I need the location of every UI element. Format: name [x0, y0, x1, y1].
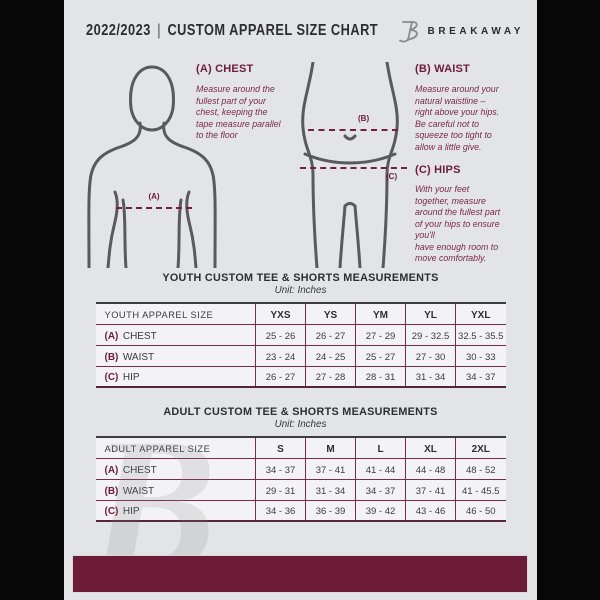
col-ys: YS — [323, 309, 338, 321]
table-cell: 37 - 41 — [415, 485, 446, 497]
table-cell: 46 - 50 — [465, 506, 496, 518]
table-cell: 32.5 - 35.5 — [458, 330, 504, 342]
col-m: M — [326, 443, 335, 455]
table-cell: 24 - 25 — [315, 351, 346, 363]
table-cell: 26 - 27 — [315, 330, 346, 342]
table-cell: 48 - 52 — [465, 464, 496, 476]
col-ym: YM — [373, 309, 388, 321]
waist-instructions: Measure around your natural waistline – … — [415, 84, 500, 152]
youth-section-title: YOUTH CUSTOM TEE & SHORTS MEASUREMENTS — [162, 272, 439, 284]
table-cell: 43 - 46 — [415, 506, 446, 518]
table-header-row: YOUTH APPAREL SIZE YXS YS YM YL YXL — [95, 303, 506, 325]
youth-size-table: YOUTH APPAREL SIZE YXS YS YM YL YXL (A) … — [95, 302, 506, 388]
chest-heading: (A) CHEST — [196, 63, 254, 75]
measurement-guide: (A) (B) (C) (A) CHEST Measure around the… — [64, 58, 537, 272]
table-cell: 27 - 30 — [415, 351, 446, 363]
table-cell: 31 - 34 — [315, 485, 346, 497]
chest-marker: (A) — [148, 192, 160, 201]
table-row: (A) CHEST 34 - 37 37 - 41 41 - 44 44 - 4… — [95, 458, 506, 480]
row-label: WAIST — [122, 485, 155, 497]
title-season: 2022/2023 — [86, 22, 151, 39]
row-label: WAIST — [122, 351, 155, 363]
table-cell: 29 - 32.5 — [411, 330, 450, 342]
table-cell: 34 - 37 — [265, 464, 296, 476]
col-2xl: 2XL — [471, 443, 490, 455]
row-label: HIP — [122, 372, 140, 384]
table-cell: 28 - 31 — [365, 372, 396, 384]
table-cell: 27 - 28 — [315, 372, 346, 384]
table-cell: 30 - 33 — [465, 351, 496, 363]
size-chart-page: 2022/2023 | CUSTOM APPAREL SIZE CHART BREA… — [64, 0, 537, 600]
adult-size-column-header: ADULT APPAREL SIZE — [104, 443, 211, 454]
lower-body-figure — [301, 62, 399, 268]
row-label: CHEST — [122, 330, 157, 342]
col-s: S — [277, 443, 284, 455]
row-prefix: (B) — [104, 351, 119, 363]
adult-section-title: ADULT CUSTOM TEE & SHORTS MEASUREMENTS — [163, 406, 438, 418]
chest-measure-line — [116, 207, 192, 209]
chest-instructions: Measure around the fullest part of your … — [196, 84, 281, 140]
title-divider: | — [157, 22, 162, 39]
row-prefix: (C) — [104, 506, 119, 518]
breakaway-b-logo-icon — [398, 21, 418, 43]
table-header-row: ADULT APPAREL SIZE S M L XL 2XL — [95, 437, 506, 459]
brand-name: BREAKAWAY — [427, 25, 524, 37]
waist-marker: (B) — [358, 114, 370, 123]
table-row: (C) HIP 34 - 36 36 - 39 39 - 42 43 - 46 … — [95, 500, 506, 522]
hips-heading: (C) HIPS — [415, 164, 461, 176]
row-label: CHEST — [122, 464, 157, 476]
table-cell: 25 - 27 — [365, 351, 396, 363]
footer-bar — [72, 555, 528, 593]
upper-body-figure — [87, 65, 217, 268]
row-prefix: (A) — [104, 330, 119, 342]
hip-measure-line — [300, 167, 407, 169]
row-label: HIP — [122, 506, 140, 518]
table-cell: 37 - 41 — [315, 464, 346, 476]
table-cell: 23 - 24 — [265, 351, 296, 363]
waist-heading: (B) WAIST — [415, 63, 470, 75]
table-cell: 34 - 37 — [465, 372, 496, 384]
col-l: L — [377, 443, 384, 455]
row-prefix: (B) — [104, 485, 119, 497]
youth-size-column-header: YOUTH APPAREL SIZE — [104, 309, 214, 320]
table-cell: 36 - 39 — [315, 506, 346, 518]
adult-section-unit: Unit: Inches — [274, 419, 327, 430]
table-row: (C) HIP 26 - 27 27 - 28 28 - 31 31 - 34 … — [95, 366, 506, 388]
table-cell: 44 - 48 — [415, 464, 446, 476]
table-cell: 34 - 36 — [265, 506, 296, 518]
table-cell: 39 - 42 — [365, 506, 396, 518]
col-yxl: YXL — [471, 309, 491, 321]
table-row: (B) WAIST 23 - 24 24 - 25 25 - 27 27 - 3… — [95, 345, 506, 367]
brand-lockup: BREAKAWAY — [397, 18, 525, 44]
youth-section-unit: Unit: Inches — [274, 285, 327, 296]
youth-section: YOUTH CUSTOM TEE & SHORTS MEASUREMENTS U… — [64, 272, 537, 388]
document-title: 2022/2023 | CUSTOM APPAREL SIZE CHART — [86, 22, 378, 40]
table-cell: 29 - 31 — [265, 485, 296, 497]
table-cell: 41 - 44 — [365, 464, 396, 476]
col-xl: XL — [424, 443, 437, 455]
row-prefix: (A) — [104, 464, 119, 476]
adult-section: ADULT CUSTOM TEE & SHORTS MEASUREMENTS U… — [64, 406, 537, 522]
table-cell: 25 - 26 — [265, 330, 296, 342]
adult-size-table: ADULT APPAREL SIZE S M L XL 2XL (A) CHES… — [95, 436, 506, 522]
col-yl: YL — [424, 309, 437, 321]
row-prefix: (C) — [104, 372, 119, 384]
title-main: CUSTOM APPAREL SIZE CHART — [167, 22, 379, 39]
table-cell: 31 - 34 — [415, 372, 446, 384]
table-cell: 27 - 29 — [365, 330, 396, 342]
hips-instructions: With your feet together, measure around … — [415, 184, 501, 263]
hip-marker: (C) — [386, 172, 398, 181]
table-cell: 41 - 45.5 — [462, 485, 500, 497]
table-row: (B) WAIST 29 - 31 31 - 34 34 - 37 37 - 4… — [95, 479, 506, 501]
table-cell: 26 - 27 — [265, 372, 296, 384]
waist-measure-line — [308, 129, 398, 131]
table-row: (A) CHEST 25 - 26 26 - 27 27 - 29 29 - 3… — [95, 324, 506, 346]
table-cell: 34 - 37 — [365, 485, 396, 497]
col-yxs: YXS — [270, 309, 291, 321]
